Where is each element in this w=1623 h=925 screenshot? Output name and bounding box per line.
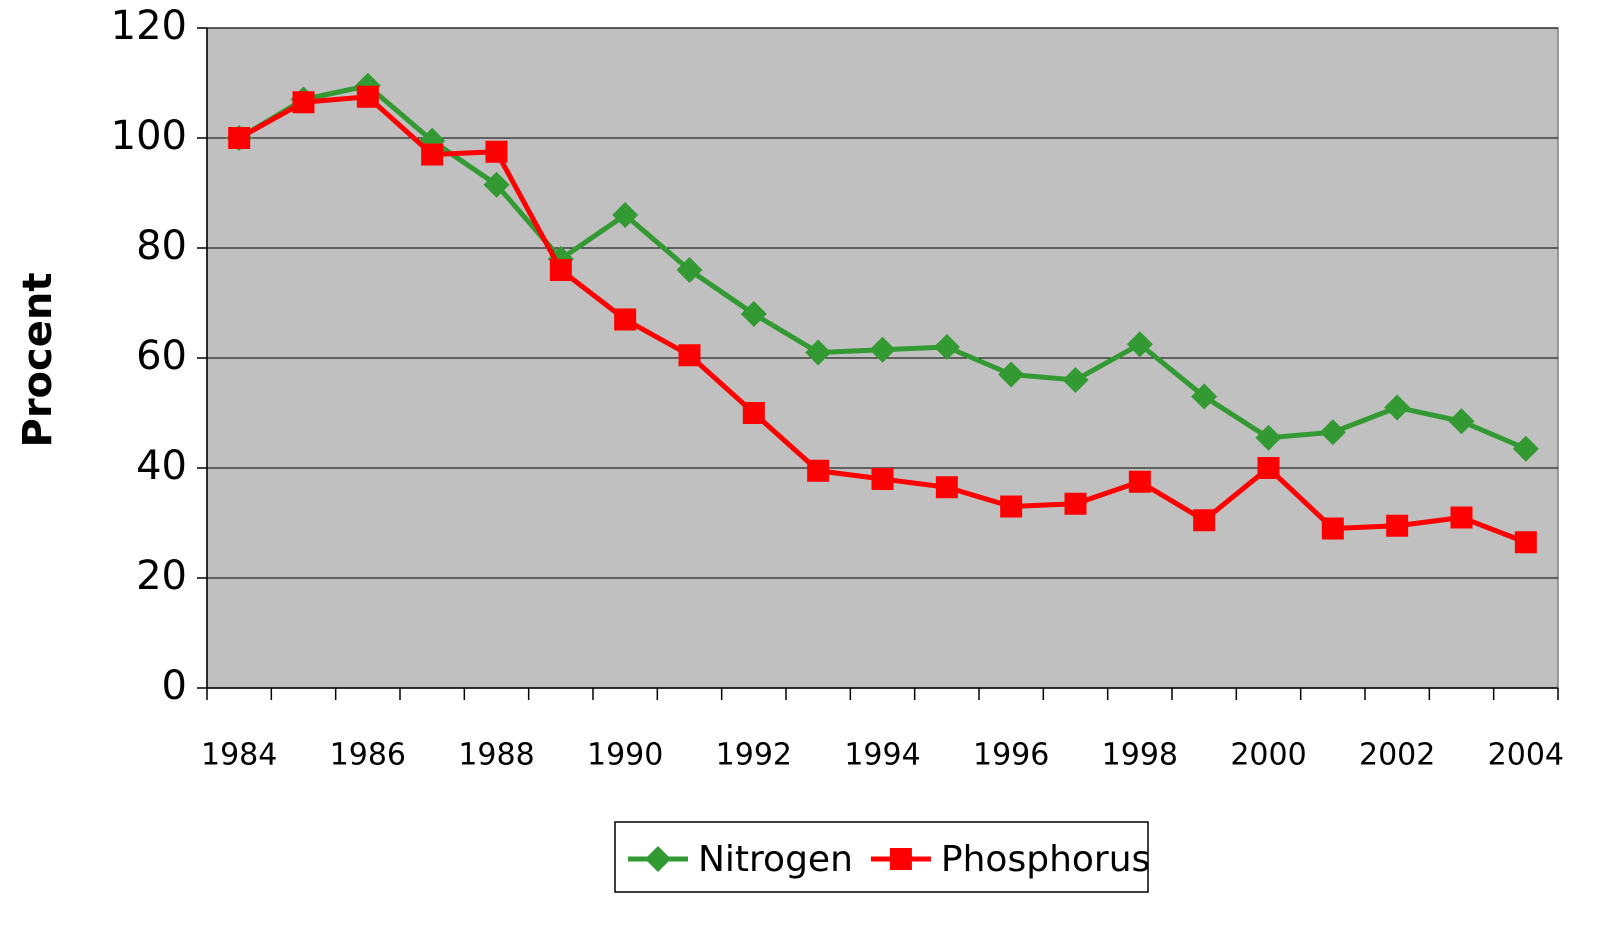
y-tick-label: 120 (111, 3, 187, 49)
x-tick-label: 1996 (973, 738, 1049, 773)
data-point (356, 85, 379, 108)
data-point (1319, 419, 1346, 446)
x-tick-label: 1990 (587, 738, 663, 773)
data-point (1450, 506, 1473, 529)
x-tick-label: 1992 (716, 738, 792, 773)
data-point (678, 344, 701, 367)
data-point (1000, 495, 1023, 518)
data-point (1448, 408, 1475, 435)
y-tick-label: 0 (162, 663, 187, 709)
data-point (1321, 517, 1344, 540)
y-tick-label: 100 (111, 113, 187, 159)
data-point (1191, 383, 1218, 410)
y-axis-label: Procent (15, 273, 61, 448)
data-point (935, 476, 958, 499)
x-tick-label: 1998 (1102, 738, 1178, 773)
data-point (1126, 331, 1153, 358)
x-tick-label: 2002 (1359, 738, 1435, 773)
x-tick-label: 1988 (458, 738, 534, 773)
data-point (1128, 470, 1151, 493)
data-point (740, 301, 767, 327)
x-tick-label: 2000 (1230, 738, 1306, 773)
data-point (228, 127, 251, 149)
data-point (485, 140, 508, 163)
y-tick-label: 20 (136, 553, 187, 599)
data-point (292, 91, 315, 114)
data-point (1512, 435, 1539, 462)
legend-label: Nitrogen (698, 839, 853, 880)
x-tick-label: 2004 (1488, 738, 1564, 773)
data-point (1255, 424, 1282, 451)
data-point (869, 336, 896, 363)
y-tick-label: 60 (136, 333, 187, 379)
data-point (1384, 394, 1411, 421)
data-point (483, 171, 510, 198)
x-tick-label: 1984 (201, 738, 277, 773)
data-point (933, 334, 960, 360)
x-tick-label: 1994 (844, 738, 920, 773)
y-tick-label: 80 (136, 223, 187, 269)
legend-marker (889, 848, 912, 870)
data-point (1386, 514, 1409, 537)
data-point (1062, 367, 1089, 393)
y-tick-label: 40 (136, 443, 187, 489)
data-point (612, 202, 639, 228)
data-point (805, 339, 832, 366)
data-point (742, 402, 765, 424)
legend-marker (645, 846, 671, 872)
data-point (1257, 457, 1280, 479)
data-point (549, 259, 572, 281)
legend-label: Phosphorus (941, 839, 1150, 880)
data-point (1193, 509, 1216, 532)
data-point (421, 143, 444, 166)
data-point (998, 361, 1025, 388)
data-point (807, 459, 830, 482)
data-point (614, 308, 637, 331)
data-point (676, 257, 703, 283)
data-point (1064, 492, 1087, 515)
legend: Nitrogen Phosphorus (614, 821, 1150, 893)
data-point (871, 468, 894, 490)
x-tick-label: 1986 (330, 738, 406, 773)
data-point (1514, 531, 1537, 554)
